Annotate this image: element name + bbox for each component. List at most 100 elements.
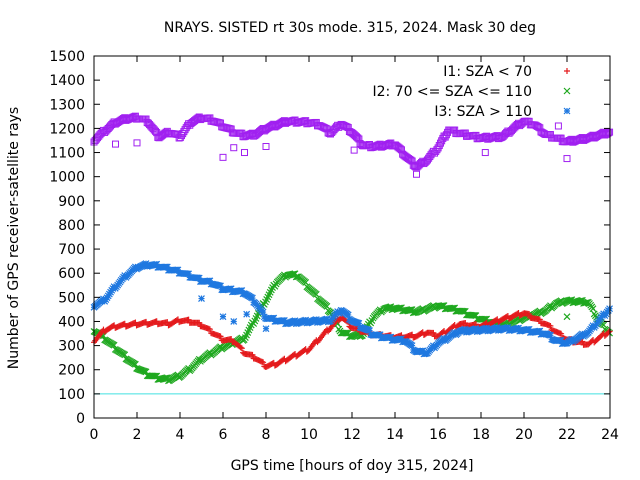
data-point [179,130,187,138]
outlier-point [219,313,227,321]
data-point [196,319,203,326]
outlier-point [554,122,562,130]
data-point [509,125,517,133]
data-point [341,122,349,130]
data-point [131,263,139,271]
y-tick-label: 1400 [49,73,85,89]
y-tick-label: 800 [58,218,85,234]
data-point [536,124,544,132]
data-point [322,124,330,132]
outlier-point [243,310,251,318]
legend-label: I3: SZA > 110 [434,104,532,120]
data-point [440,132,448,140]
data-point [376,331,384,339]
data-point [100,295,107,303]
outlier-point [230,318,238,325]
data-point [438,137,446,145]
data-point [131,360,139,368]
x-tick-label: 22 [558,427,576,443]
data-point [217,282,224,290]
data-point [185,270,193,278]
data-point [238,345,245,352]
y-tick-label: 1200 [49,121,85,137]
plot-area [90,112,614,395]
data-point [163,263,171,271]
x-tick-label: 16 [429,427,447,443]
data-point [434,144,442,152]
axes: 0 2 4 6 8 10 12 14 16 18 20 22 240100200300400500600… [49,49,619,443]
data-point [195,274,203,282]
outlier-point [112,140,119,148]
data-point [260,359,267,366]
data-point [206,326,213,333]
data-point [180,128,188,136]
y-tick-label: 600 [58,266,85,282]
legend-label: I1: SZA < 70 [443,64,532,80]
x-tick-label: 12 [343,427,361,443]
x-tick-label: 6 [219,427,228,443]
outliers-series-2 [198,295,270,333]
legend-marker [564,68,570,74]
data-point [340,121,348,129]
y-tick-label: 700 [58,242,85,258]
x-tick-label: 24 [601,427,619,443]
y-tick-label: 100 [58,387,85,403]
data-point [249,294,256,302]
x-tick-label: 18 [472,427,490,443]
data-point [526,311,533,318]
data-point [217,119,225,127]
data-point [547,331,554,339]
data-point [395,144,403,152]
data-point [576,297,584,305]
data-point [536,316,543,323]
data-point [259,308,267,316]
data-point [435,142,443,150]
data-point [408,342,416,350]
data-point [408,157,416,165]
data-point [430,329,437,336]
data-point [407,156,415,164]
data-point [421,158,429,166]
y-tick-label: 400 [58,314,85,330]
x-tick-label: 4 [176,427,185,443]
outlier-point [241,149,248,157]
data-point [602,130,610,138]
data-point [558,330,565,337]
data-point [516,122,524,130]
series-2 [90,260,613,358]
data-point [439,134,447,142]
outlier-point [481,149,489,157]
data-point [249,351,256,358]
y-tick-label: 900 [58,194,85,210]
data-point [568,335,576,343]
data-point [589,305,597,313]
data-point [318,123,326,131]
data-point [181,126,189,134]
data-point [397,146,405,154]
data-point [353,133,361,141]
data-point [535,123,543,131]
legend-marker [563,87,571,95]
data-point [532,122,540,130]
data-point [405,155,413,163]
x-axis-label: GPS time [hours of doy 315, 2024] [231,458,474,474]
data-point [178,132,186,140]
data-point [436,139,444,147]
data-point [319,123,327,131]
x-tick-label: 2 [133,427,142,443]
data-point [387,333,395,341]
x-tick-label: 20 [515,427,533,443]
data-point [227,125,235,133]
outlier-point [262,325,270,333]
outlier-point [133,139,141,147]
outlier-point [350,146,358,154]
data-point [176,134,184,142]
data-point [413,163,421,171]
data-point [325,129,333,137]
y-tick-label: 1100 [49,146,85,162]
y-tick-label: 500 [58,290,85,306]
data-point [442,131,450,139]
x-tick-label: 0 [90,427,99,443]
legend-marker [563,107,571,115]
outlier-point [563,155,571,163]
